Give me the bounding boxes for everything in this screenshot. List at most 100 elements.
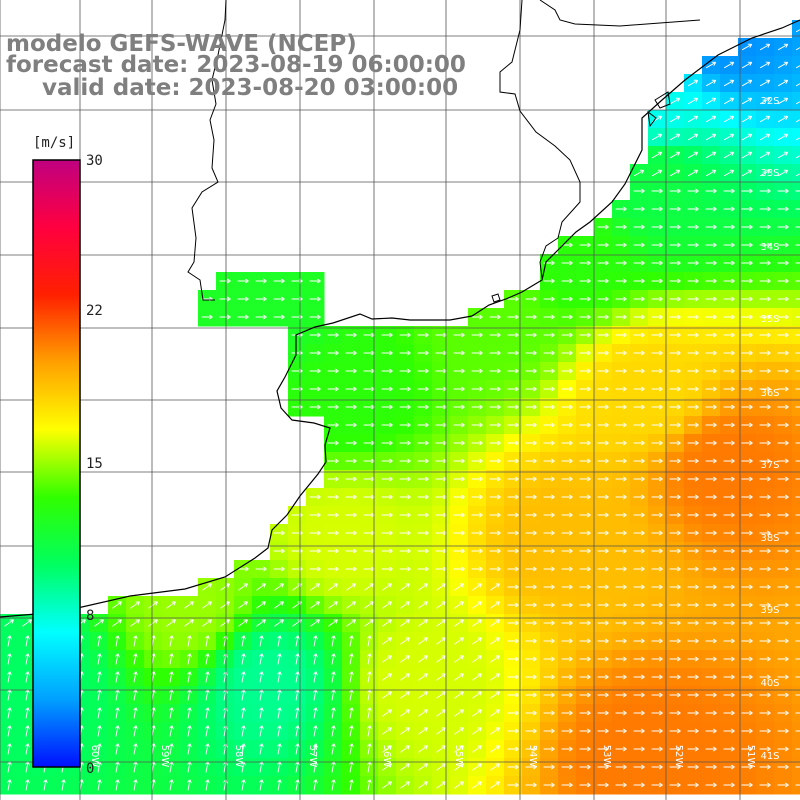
- wind-arrow: [777, 350, 789, 356]
- wind-arrow: [309, 548, 321, 554]
- wind-arrow: [615, 350, 627, 356]
- wind-arrow: [759, 728, 771, 734]
- wind-arrow: [777, 151, 789, 159]
- wind-arrow: [507, 386, 519, 392]
- wind-arrow: [687, 656, 699, 662]
- wind-arrow: [418, 709, 428, 717]
- wind-arrow: [669, 242, 681, 248]
- wind-arrow: [669, 296, 681, 302]
- wind-arrow: [615, 638, 627, 644]
- wind-arrow: [42, 779, 48, 791]
- wind-arrow: [330, 707, 336, 719]
- wind-arrow: [777, 440, 789, 446]
- wind-arrow: [723, 422, 735, 428]
- wind-arrow: [436, 637, 446, 645]
- wind-arrow: [276, 671, 282, 683]
- wind-arrow: [777, 206, 789, 212]
- wind-arrow: [579, 296, 591, 302]
- wind-arrow: [114, 743, 120, 755]
- wind-arrow: [723, 404, 735, 410]
- wind-arrow: [759, 566, 771, 572]
- wind-arrow: [6, 635, 12, 647]
- wind-arrow: [723, 458, 735, 464]
- colorbar-tick: 0: [86, 761, 95, 777]
- wind-arrow: [633, 314, 645, 320]
- wind-arrow: [795, 208, 800, 210]
- wind-arrow: [490, 583, 500, 591]
- wind-arrow: [274, 619, 284, 627]
- wind-arrow: [651, 368, 663, 374]
- wind-arrow: [723, 782, 735, 788]
- wind-arrow: [219, 296, 231, 302]
- wind-arrow: [417, 350, 429, 356]
- wind-arrow: [525, 710, 537, 716]
- wind-arrow: [741, 224, 753, 230]
- wind-arrow: [184, 601, 194, 609]
- wind-arrow: [651, 746, 663, 752]
- wind-arrow: [184, 619, 194, 627]
- wind-arrow: [597, 224, 609, 230]
- wind-arrow: [96, 743, 102, 755]
- wind-arrow: [687, 386, 699, 392]
- wind-arrow: [795, 47, 800, 51]
- wind-arrow: [723, 133, 735, 141]
- wind-arrow: [366, 707, 372, 719]
- wind-arrow: [615, 566, 627, 572]
- wind-arrow: [777, 314, 789, 320]
- wind-arrow: [345, 548, 357, 554]
- wind-arrow: [633, 386, 645, 392]
- wind-arrow: [759, 278, 771, 284]
- wind-arrow: [669, 620, 681, 626]
- wind-arrow: [327, 440, 339, 446]
- wind-arrow: [543, 746, 555, 752]
- wind-arrow: [579, 368, 591, 374]
- wind-arrow: [795, 101, 800, 105]
- wind-arrow: [472, 745, 482, 753]
- wind-arrow: [759, 133, 771, 141]
- wind-arrow: [579, 656, 591, 662]
- wind-arrow: [579, 728, 591, 734]
- wind-arrow: [777, 242, 789, 248]
- wind-arrow: [96, 653, 102, 665]
- speed-cell: [792, 164, 800, 183]
- wind-arrow: [168, 635, 174, 647]
- wind-arrow: [705, 476, 717, 482]
- wind-arrow: [417, 422, 429, 428]
- wind-arrow: [507, 656, 519, 662]
- wind-arrow: [490, 781, 500, 789]
- wind-arrow: [327, 422, 339, 428]
- wind-arrow: [615, 386, 627, 392]
- wind-arrow: [345, 530, 357, 536]
- wind-arrow: [6, 653, 12, 665]
- wind-arrow: [204, 779, 210, 791]
- wind-arrow: [309, 296, 321, 302]
- wind-arrow: [795, 550, 800, 552]
- wind-arrow: [795, 694, 800, 696]
- wind-arrow: [472, 619, 482, 627]
- wind-arrow: [471, 566, 483, 572]
- wind-arrow: [346, 619, 356, 627]
- wind-arrow: [400, 673, 410, 681]
- wind-arrow: [240, 635, 246, 647]
- wind-arrow: [669, 764, 681, 770]
- wind-arrow: [525, 746, 537, 752]
- wind-arrow: [417, 476, 429, 482]
- wind-arrow: [471, 368, 483, 374]
- wind-arrow: [382, 601, 392, 609]
- wind-arrow: [615, 494, 627, 500]
- wind-arrow: [345, 458, 357, 464]
- wind-arrow: [705, 728, 717, 734]
- wind-arrow: [597, 494, 609, 500]
- wind-arrow: [399, 494, 411, 500]
- wind-arrow: [705, 61, 717, 69]
- wind-arrow: [543, 566, 555, 572]
- wind-arrow: [633, 656, 645, 662]
- wind-arrow: [276, 653, 282, 665]
- wind-arrow: [543, 476, 555, 482]
- wind-arrow: [795, 298, 800, 300]
- wind-arrow: [417, 494, 429, 500]
- wind-arrow: [633, 440, 645, 446]
- wind-arrow: [759, 296, 771, 302]
- wind-arrow: [633, 206, 645, 212]
- wind-arrow: [597, 332, 609, 338]
